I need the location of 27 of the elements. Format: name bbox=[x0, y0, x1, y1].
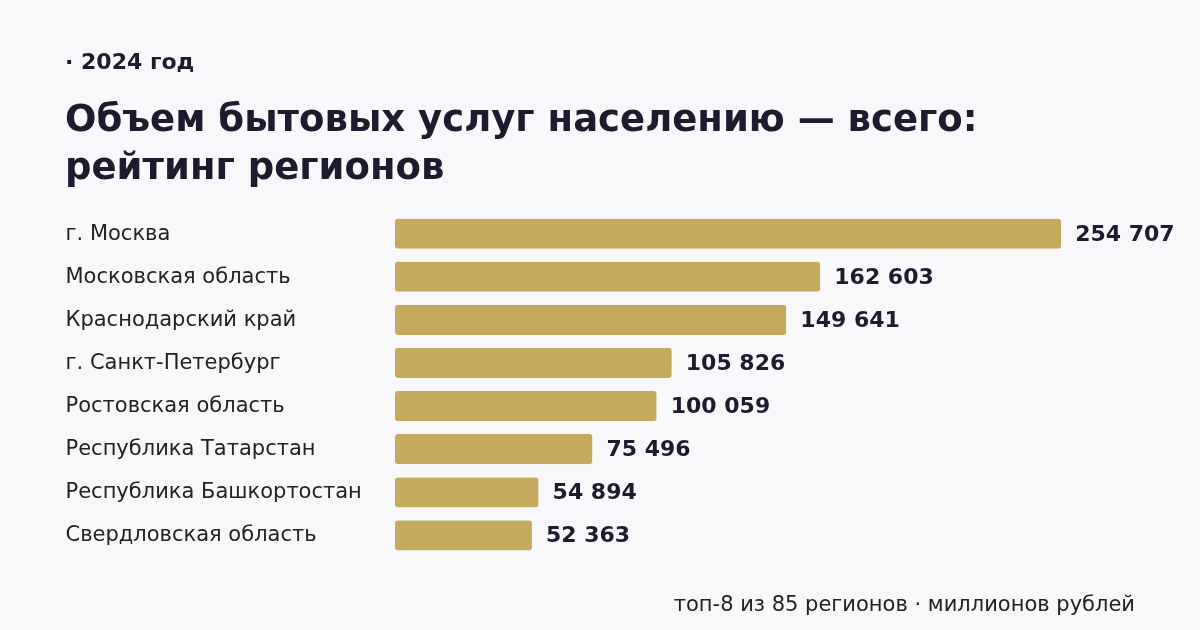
y-tick-label: Краснодарский край bbox=[65, 306, 297, 331]
data-label: 52 363 bbox=[545, 522, 631, 548]
data-label: 54 894 bbox=[552, 479, 637, 505]
y-tick-label: Ростовская область bbox=[65, 393, 285, 418]
y-tick-label: Московская область bbox=[65, 263, 291, 288]
bar bbox=[395, 304, 787, 335]
data-label: 149 641 bbox=[800, 306, 900, 332]
y-tick-label: г. Санкт-Петербург bbox=[65, 349, 281, 374]
data-label: 162 603 bbox=[834, 263, 934, 289]
y-tick-label: Республика Татарстан bbox=[65, 436, 316, 461]
bar bbox=[395, 390, 657, 422]
data-label: 100 059 bbox=[670, 393, 771, 419]
bar bbox=[395, 261, 821, 292]
y-tick-label: г. Москва bbox=[65, 220, 171, 245]
y-tick-label: Республика Башкортостан bbox=[65, 479, 362, 504]
text: топ-8 из 85 регионов · миллионов рублей bbox=[673, 592, 1135, 616]
bar bbox=[395, 477, 539, 508]
bar bbox=[395, 520, 532, 551]
y-tick-label: Свердловская область bbox=[65, 522, 317, 547]
bar bbox=[395, 434, 593, 465]
data-label: 75 496 bbox=[606, 436, 691, 462]
bar bbox=[395, 347, 672, 379]
bar bbox=[395, 218, 1062, 249]
data-label: 105 826 bbox=[685, 349, 786, 375]
text: · 2024 год bbox=[65, 49, 195, 74]
chart-title: Объем бытовых услуг населению — всего: рейтинг регионов bbox=[65, 97, 978, 188]
data-label: 254 707 bbox=[1075, 220, 1175, 246]
